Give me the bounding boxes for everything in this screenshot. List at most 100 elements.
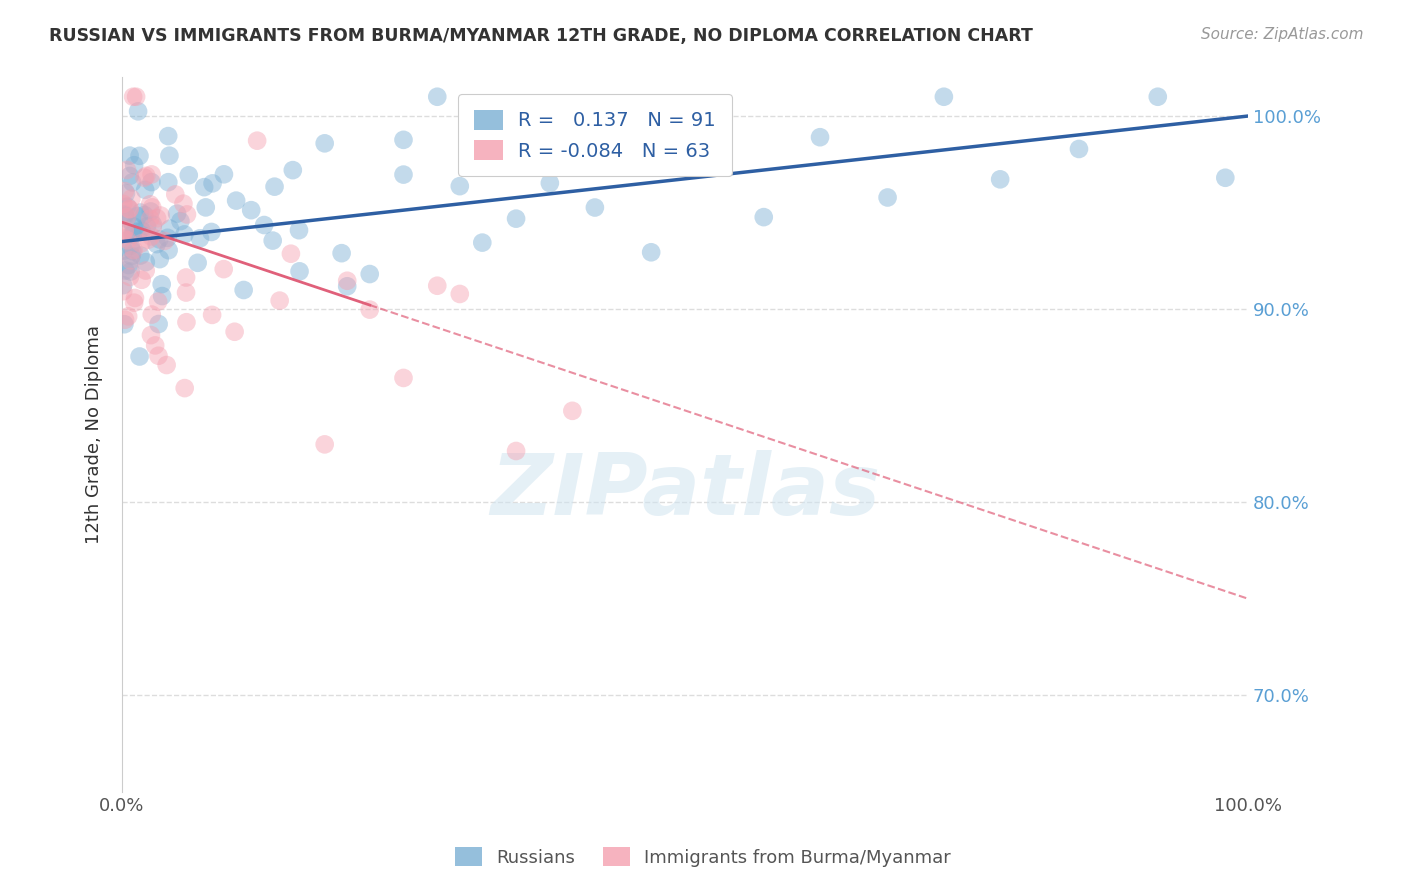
Point — [142, 218, 165, 232]
Point — [121, 227, 143, 242]
Point — [188, 231, 211, 245]
Point — [112, 244, 135, 258]
Point — [156, 358, 179, 372]
Point — [262, 234, 284, 248]
Point — [640, 245, 662, 260]
Point — [135, 169, 157, 183]
Point — [449, 179, 471, 194]
Point — [225, 194, 247, 208]
Text: RUSSIAN VS IMMIGRANTS FROM BURMA/MYANMAR 12TH GRADE, NO DIPLOMA CORRELATION CHAR: RUSSIAN VS IMMIGRANTS FROM BURMA/MYANMAR… — [49, 27, 1033, 45]
Legend: R =   0.137   N = 91, R = -0.084   N = 63: R = 0.137 N = 91, R = -0.084 N = 63 — [458, 95, 731, 177]
Point — [114, 184, 136, 198]
Point — [120, 253, 142, 268]
Point — [141, 229, 163, 244]
Point — [148, 317, 170, 331]
Point — [141, 168, 163, 182]
Point — [118, 169, 141, 183]
Point — [156, 231, 179, 245]
Point — [471, 235, 494, 250]
Point — [269, 293, 291, 308]
Point — [139, 328, 162, 343]
Point — [114, 224, 136, 238]
Point — [114, 209, 136, 223]
Point — [115, 210, 138, 224]
Point — [288, 264, 311, 278]
Point — [112, 197, 135, 211]
Point — [696, 161, 718, 176]
Point — [153, 234, 176, 248]
Point — [173, 381, 195, 395]
Point — [122, 244, 145, 258]
Point — [281, 163, 304, 178]
Text: ZIPatlas: ZIPatlas — [489, 450, 880, 533]
Text: Source: ZipAtlas.com: Source: ZipAtlas.com — [1201, 27, 1364, 42]
Point — [118, 202, 141, 217]
Point — [129, 205, 152, 219]
Point — [253, 218, 276, 232]
Point — [118, 202, 141, 216]
Point — [177, 168, 200, 182]
Point — [122, 89, 145, 103]
Point — [117, 233, 139, 247]
Point — [112, 317, 135, 331]
Point — [159, 221, 181, 235]
Point — [288, 223, 311, 237]
Point — [114, 223, 136, 237]
Point — [128, 225, 150, 239]
Point — [149, 252, 172, 267]
Point — [240, 203, 263, 218]
Point — [392, 371, 415, 385]
Point — [314, 136, 336, 151]
Legend: Russians, Immigrants from Burma/Myanmar: Russians, Immigrants from Burma/Myanmar — [449, 840, 957, 874]
Point — [173, 227, 195, 242]
Point — [932, 89, 955, 103]
Point — [141, 200, 163, 214]
Point — [426, 89, 449, 103]
Point — [117, 200, 139, 214]
Point — [505, 211, 527, 226]
Point — [122, 219, 145, 234]
Point — [157, 244, 180, 258]
Point — [561, 404, 583, 418]
Point — [115, 186, 138, 201]
Point — [157, 175, 180, 189]
Point — [131, 273, 153, 287]
Point — [114, 312, 136, 326]
Point — [121, 249, 143, 263]
Point — [336, 274, 359, 288]
Point — [146, 211, 169, 226]
Point — [135, 255, 157, 269]
Point — [194, 201, 217, 215]
Point — [336, 279, 359, 293]
Point — [157, 129, 180, 144]
Point — [200, 225, 222, 239]
Point — [141, 308, 163, 322]
Point — [122, 227, 145, 242]
Point — [131, 224, 153, 238]
Point — [187, 256, 209, 270]
Point — [141, 175, 163, 189]
Point — [359, 267, 381, 281]
Point — [127, 104, 149, 119]
Point — [122, 158, 145, 172]
Point — [146, 294, 169, 309]
Point — [143, 338, 166, 352]
Point — [120, 239, 142, 253]
Point — [117, 310, 139, 324]
Point — [148, 232, 170, 246]
Point — [174, 270, 197, 285]
Point — [114, 263, 136, 277]
Point — [139, 211, 162, 226]
Point — [172, 196, 194, 211]
Point — [752, 210, 775, 224]
Point — [121, 175, 143, 189]
Point — [1146, 89, 1168, 103]
Point — [150, 277, 173, 292]
Point — [142, 220, 165, 235]
Point — [150, 289, 173, 303]
Point — [538, 176, 561, 190]
Point — [224, 325, 246, 339]
Point — [426, 278, 449, 293]
Point — [122, 295, 145, 310]
Point — [165, 187, 187, 202]
